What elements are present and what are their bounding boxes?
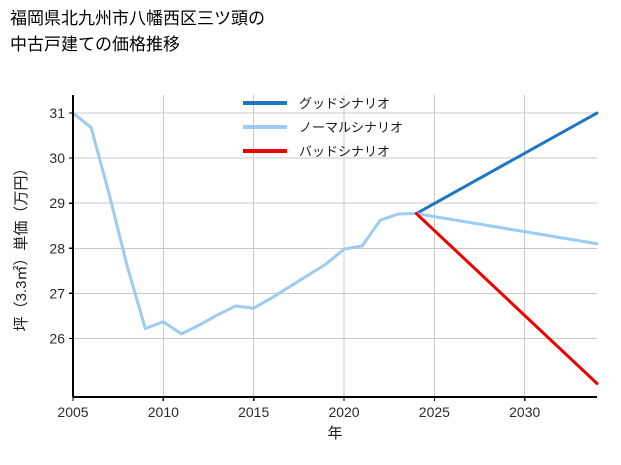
x-tick-label: 2030 (509, 404, 540, 420)
legend-label-1: ノーマルシナリオ (299, 120, 403, 135)
x-axis-title: 年 (327, 425, 342, 442)
legend-label-2: バッドシナリオ (299, 144, 390, 159)
x-gridlines (72, 95, 526, 397)
y-tick-label: 27 (49, 285, 65, 301)
chart-title: 福岡県北九州市八幡西区三ツ頭の 中古戸建ての価格推移 (10, 9, 265, 54)
x-tick-label: 2020 (328, 404, 359, 420)
y-tick-label: 26 (49, 330, 65, 346)
y-tick-label: 29 (49, 195, 65, 211)
series-line-0 (414, 111, 599, 216)
y-tick-label: 30 (49, 150, 65, 166)
y-gridlines (73, 112, 597, 339)
data-series-group (71, 111, 599, 385)
y-tick-label: 28 (49, 240, 65, 256)
y-tick-labels: 26 27 28 29 30 31 (49, 105, 73, 346)
x-tick-labels: 2005 2010 2015 2020 2025 2030 (57, 397, 541, 420)
x-tick-label: 2005 (57, 404, 88, 420)
axis-spines (71, 95, 597, 399)
series-line-1 (71, 111, 599, 336)
series-line-2 (414, 212, 599, 385)
x-tick-label: 2015 (238, 404, 269, 420)
legend-label-0: グッドシナリオ (299, 96, 390, 111)
x-tick-label: 2010 (148, 404, 179, 420)
x-tick-label: 2025 (419, 404, 450, 420)
y-axis-title: 坪（3.3㎡）単価（万円） (13, 161, 30, 332)
y-tick-label: 31 (49, 105, 65, 121)
